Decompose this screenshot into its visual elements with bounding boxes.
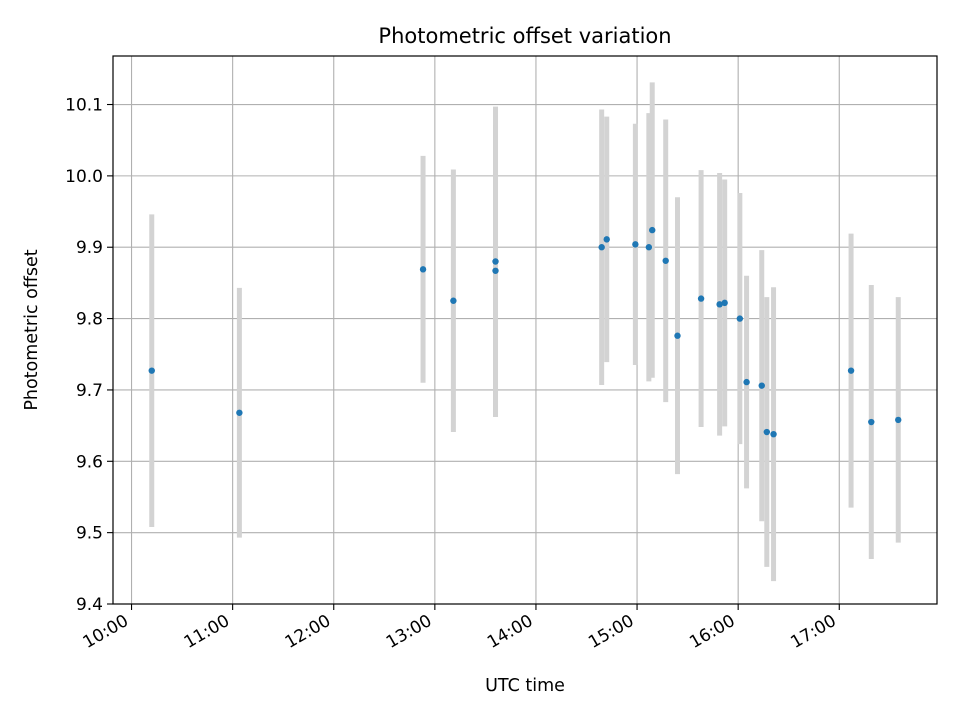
y-axis-label: Photometric offset bbox=[22, 249, 42, 410]
data-point bbox=[674, 332, 681, 339]
data-point bbox=[450, 297, 457, 304]
plot-frame bbox=[112, 55, 938, 605]
data-point bbox=[716, 301, 723, 308]
x-axis-label: UTC time bbox=[485, 676, 565, 696]
data-point bbox=[148, 367, 155, 374]
y-tick-label: 9.4 bbox=[76, 595, 103, 615]
data-points bbox=[148, 226, 902, 438]
chart-title: Photometric offset variation bbox=[378, 24, 671, 48]
data-point bbox=[492, 267, 499, 274]
data-point bbox=[868, 418, 875, 426]
data-point bbox=[649, 226, 656, 234]
data-point bbox=[419, 266, 427, 273]
y-tick-label: 9.6 bbox=[76, 452, 103, 472]
data-point bbox=[632, 241, 639, 248]
data-point bbox=[770, 430, 777, 438]
data-point bbox=[847, 367, 855, 374]
data-point bbox=[763, 428, 771, 436]
data-point bbox=[743, 378, 750, 386]
data-point bbox=[598, 244, 605, 251]
y-tick-label: 9.8 bbox=[76, 310, 103, 330]
data-point bbox=[895, 416, 902, 424]
data-point bbox=[736, 315, 744, 322]
y-tick-label: 10.0 bbox=[65, 167, 103, 187]
data-point bbox=[492, 258, 499, 265]
data-point bbox=[236, 409, 243, 416]
y-tick-label: 9.7 bbox=[76, 381, 103, 401]
data-point bbox=[721, 299, 728, 307]
data-point bbox=[662, 257, 669, 264]
data-point bbox=[645, 244, 653, 251]
data-point bbox=[603, 236, 610, 243]
y-tick-label: 10.1 bbox=[65, 96, 103, 116]
data-point bbox=[697, 295, 705, 302]
y-axis-ticks: 9.4 9.5 9.6 9.7 9.8 9.9 10.0 10.1 bbox=[65, 96, 113, 615]
y-tick-label: 9.9 bbox=[76, 238, 103, 258]
data-point bbox=[758, 382, 765, 389]
y-tick-label: 9.5 bbox=[76, 524, 103, 544]
